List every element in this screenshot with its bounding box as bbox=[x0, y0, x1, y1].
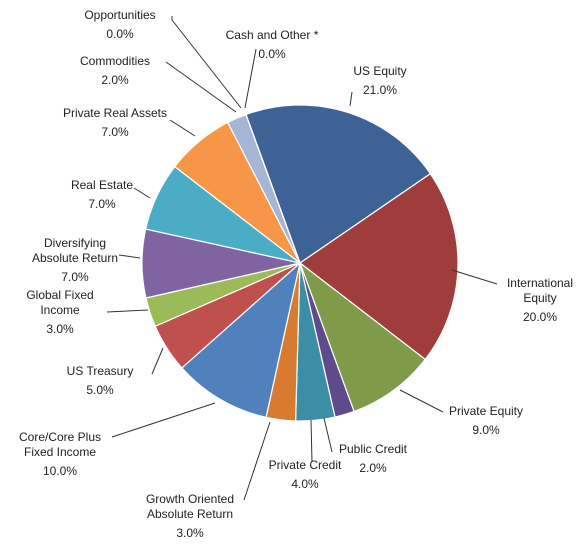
slice-label: Diversifying Absolute Return 7.0% bbox=[20, 236, 130, 289]
leader-line bbox=[323, 417, 333, 453]
category-label: Commodities bbox=[79, 54, 151, 68]
leader-line bbox=[244, 48, 257, 109]
category-label: Global Fixed Income bbox=[26, 288, 94, 317]
category-label: US Treasury bbox=[66, 364, 134, 378]
leader-line bbox=[151, 347, 164, 375]
leader-line bbox=[171, 16, 242, 109]
category-label: Opportunities bbox=[84, 8, 156, 22]
value-label: 2.0% bbox=[101, 73, 129, 87]
value-label: 5.0% bbox=[86, 383, 114, 397]
slice-label: Commodities 2.0% bbox=[60, 54, 170, 92]
leader-line bbox=[349, 91, 353, 107]
value-label: 21.0% bbox=[362, 83, 398, 97]
pie-slice bbox=[298, 172, 459, 361]
value-label: 3.0% bbox=[46, 322, 74, 336]
slice-label: US Treasury 5.0% bbox=[60, 364, 140, 402]
value-label: 20.0% bbox=[522, 310, 558, 324]
category-label: Diversifying Absolute Return bbox=[31, 236, 119, 265]
slice-label: Public Credit 2.0% bbox=[333, 442, 413, 480]
leader-line bbox=[106, 309, 149, 313]
category-label: Real Estate bbox=[70, 178, 134, 192]
value-label: 2.0% bbox=[359, 461, 387, 475]
slice-label: Core/Core Plus Fixed Income 10.0% bbox=[5, 430, 115, 483]
value-label: 7.0% bbox=[88, 197, 116, 211]
pie-slice bbox=[245, 104, 432, 264]
category-label: Core/Core Plus Fixed Income bbox=[18, 430, 102, 459]
value-label: 9.0% bbox=[472, 423, 500, 437]
category-label: Private Real Assets bbox=[62, 106, 168, 120]
slice-label: Opportunities 0.0% bbox=[65, 8, 175, 46]
leader-line bbox=[133, 187, 151, 199]
slice-label: Cash and Other * 0.0% bbox=[212, 28, 332, 66]
value-label: 0.0% bbox=[106, 27, 134, 41]
value-label: 4.0% bbox=[291, 477, 319, 491]
value-label: 3.0% bbox=[176, 526, 204, 540]
value-label: 7.0% bbox=[101, 125, 129, 139]
slice-label: Private Equity 9.0% bbox=[446, 404, 526, 442]
slice-label: Private Credit 4.0% bbox=[265, 458, 345, 496]
leader-line bbox=[118, 254, 141, 259]
leader-line bbox=[451, 269, 498, 285]
category-label: Growth Oriented Absolute Return bbox=[145, 492, 235, 521]
value-label: 0.0% bbox=[258, 47, 286, 61]
slice-label: Global Fixed Income 3.0% bbox=[15, 288, 105, 341]
leader-line bbox=[111, 402, 216, 438]
pie-slice bbox=[245, 114, 301, 264]
slice-label: US Equity 21.0% bbox=[340, 64, 420, 102]
slice-label: Growth Oriented Absolute Return 3.0% bbox=[135, 492, 245, 545]
value-label: 10.0% bbox=[42, 464, 78, 478]
leader-line bbox=[165, 61, 237, 113]
slice-label: International Equity 20.0% bbox=[500, 276, 580, 329]
value-label: 7.0% bbox=[61, 270, 89, 284]
category-label: US Equity bbox=[353, 64, 407, 78]
slice-label: Private Real Assets 7.0% bbox=[40, 106, 190, 144]
leader-line bbox=[243, 421, 271, 501]
leader-line bbox=[399, 389, 444, 413]
category-label: Private Credit bbox=[268, 458, 342, 472]
slice-label: Real Estate 7.0% bbox=[62, 178, 142, 216]
leader-line bbox=[169, 119, 196, 137]
category-label: International Equity bbox=[506, 276, 574, 305]
category-label: Public Credit bbox=[338, 442, 408, 456]
pie-slice bbox=[181, 261, 301, 419]
leader-line bbox=[310, 419, 313, 463]
pie-slice bbox=[298, 261, 427, 413]
category-label: Private Equity bbox=[448, 404, 524, 418]
category-label: Cash and Other * bbox=[225, 28, 319, 42]
